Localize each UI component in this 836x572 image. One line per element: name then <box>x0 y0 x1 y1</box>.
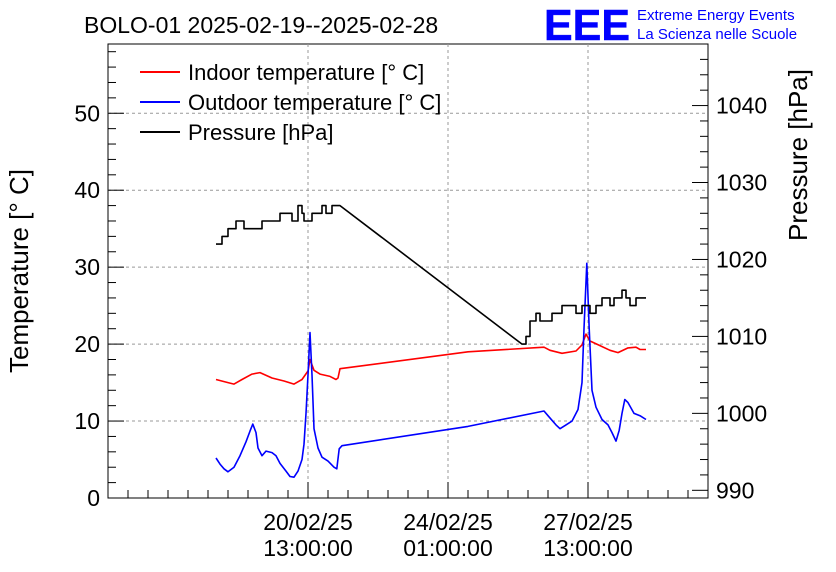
x-tick-label-date: 24/02/25 <box>403 509 493 535</box>
eee-logo: EEE Extreme Energy Events La Scienza nel… <box>544 1 797 51</box>
legend-label-outdoor: Outdoor temperature [° C] <box>188 90 441 115</box>
series-line-pressure <box>216 204 646 345</box>
left-tick-label: 50 <box>74 100 100 126</box>
eee-logo-line2: La Scienza nelle Scuole <box>637 26 797 43</box>
x-tick-label-date: 20/02/25 <box>263 509 353 535</box>
right-axis-title: Pressure [hPa] <box>783 69 813 241</box>
right-tick-label: 1020 <box>716 246 767 272</box>
eee-logo-mark: EEE <box>544 1 630 50</box>
left-tick-label: 0 <box>87 485 100 511</box>
x-axis: 20/02/2513:00:0024/02/2501:00:0027/02/25… <box>127 482 689 561</box>
x-tick-label-date: 27/02/25 <box>543 509 633 535</box>
legend: Indoor temperature [° C] Outdoor tempera… <box>140 60 441 145</box>
right-tick-label: 1000 <box>716 400 767 426</box>
grid <box>108 44 708 498</box>
right-axis: 990 1000 1010 1020 1030 1040 <box>692 58 767 503</box>
series-group <box>215 204 647 479</box>
right-tick-label: 1040 <box>716 93 767 119</box>
left-tick-label: 10 <box>74 408 100 434</box>
left-tick-label: 40 <box>74 177 100 203</box>
series-line-indoor <box>215 333 646 385</box>
left-axis-title: Temperature [° C] <box>4 169 34 373</box>
right-tick-label: 1010 <box>716 323 767 349</box>
left-tick-label: 30 <box>74 254 100 280</box>
left-axis: 0 10 20 30 40 50 <box>74 51 124 511</box>
left-tick-label: 20 <box>74 331 100 357</box>
legend-label-pressure: Pressure [hPa] <box>188 120 334 145</box>
x-tick-label-time: 13:00:00 <box>263 535 353 561</box>
right-tick-label: 1030 <box>716 170 767 196</box>
x-tick-label-time: 13:00:00 <box>543 535 633 561</box>
series-line-outdoor <box>215 262 647 479</box>
x-tick-label-time: 01:00:00 <box>403 535 493 561</box>
eee-logo-line1: Extreme Energy Events <box>637 7 795 24</box>
chart-title: BOLO-01 2025-02-19--2025-02-28 <box>84 12 438 38</box>
legend-label-indoor: Indoor temperature [° C] <box>188 60 424 85</box>
right-tick-label: 990 <box>716 477 754 503</box>
